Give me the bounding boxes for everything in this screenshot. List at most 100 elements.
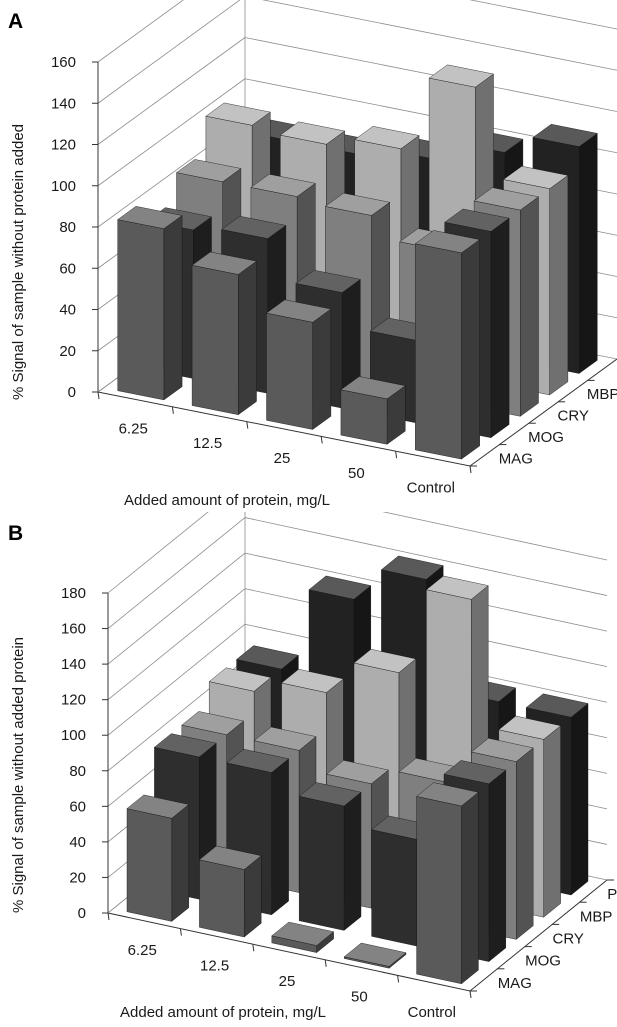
bar-top bbox=[236, 645, 299, 670]
bar-top bbox=[181, 711, 245, 736]
gridline bbox=[107, 552, 246, 665]
x-tick bbox=[469, 465, 472, 474]
y-tick-label: 120 bbox=[61, 692, 86, 709]
bar-top bbox=[153, 733, 217, 758]
bar-top bbox=[503, 165, 569, 189]
panel-label-a: A bbox=[8, 10, 23, 33]
y-tick-label: 80 bbox=[69, 763, 86, 780]
bar-top bbox=[532, 123, 598, 147]
gridline bbox=[469, 0, 617, 30]
bar-mag-6-25 bbox=[126, 794, 190, 922]
bar-top bbox=[208, 667, 272, 692]
gridline bbox=[107, 517, 246, 629]
y-tick-label: 100 bbox=[51, 178, 76, 195]
bar-side bbox=[163, 215, 183, 401]
x-tick bbox=[320, 436, 323, 444]
gridline bbox=[107, 623, 246, 736]
gridline bbox=[97, 0, 241, 104]
plot-area: 0 20 40 60 80 100 120 140 160 6.25 12.5 25 50 Control… bbox=[51, 0, 617, 497]
chart-a: 0 20 40 60 80 100 120 140 160 6.25 12.5 25 50 Control… bbox=[8, 0, 617, 509]
bar-side bbox=[488, 769, 506, 963]
bar-front bbox=[117, 219, 165, 401]
x-tick-label: 25 bbox=[279, 973, 296, 990]
bar-top bbox=[525, 693, 589, 718]
bar-side bbox=[461, 239, 480, 460]
bar-top bbox=[343, 942, 407, 967]
bar-mag-6-25 bbox=[117, 206, 183, 401]
bar-side bbox=[244, 855, 262, 938]
bar-front bbox=[266, 312, 313, 430]
bar-mag-12-5 bbox=[198, 845, 262, 938]
chart-b: 0 20 40 60 80 100 120 140 160 180 6.25 12.5 25 50 Cont… bbox=[8, 512, 617, 1021]
bar-top bbox=[198, 845, 262, 870]
y-tick-label: 60 bbox=[59, 260, 76, 277]
bar-top bbox=[281, 668, 344, 693]
bar-top bbox=[425, 575, 489, 600]
bar-mag-50 bbox=[340, 376, 406, 445]
bar-top bbox=[308, 575, 372, 600]
y-tick-label: 160 bbox=[61, 621, 86, 638]
bar-side bbox=[570, 703, 589, 896]
x-tick-label: 12.5 bbox=[193, 435, 222, 452]
bar-side bbox=[461, 791, 479, 985]
x-tick-label: 6.25 bbox=[128, 942, 157, 959]
bar-front bbox=[415, 243, 462, 460]
bar-top bbox=[428, 64, 494, 88]
bar-top bbox=[354, 126, 420, 150]
y-tick-label: 140 bbox=[51, 95, 76, 112]
y-tick-label: 60 bbox=[69, 798, 86, 815]
gridline bbox=[244, 37, 617, 112]
bar-top bbox=[353, 648, 417, 673]
y-tick-label: 20 bbox=[69, 869, 86, 886]
panel-label-b: B bbox=[8, 522, 23, 545]
gridline bbox=[97, 37, 246, 145]
bar-front bbox=[416, 796, 462, 985]
x-tick bbox=[324, 959, 327, 967]
series-label: MAG bbox=[499, 450, 533, 467]
y-tick-label: 80 bbox=[59, 219, 76, 236]
bar-top bbox=[176, 159, 242, 183]
bar-side bbox=[312, 308, 332, 430]
bar-front bbox=[340, 389, 388, 445]
y-tick-label: 0 bbox=[78, 905, 86, 922]
bar-front bbox=[191, 265, 239, 415]
bar-mag-control bbox=[416, 782, 479, 985]
gridline bbox=[97, 0, 184, 63]
x-tick bbox=[97, 391, 100, 400]
bar-side bbox=[516, 747, 534, 940]
x-tick-label: Control bbox=[408, 1004, 456, 1021]
bar-mag-50 bbox=[343, 942, 407, 969]
bar-mag-25 bbox=[266, 299, 332, 430]
gridline bbox=[382, 512, 608, 561]
bar-side bbox=[490, 217, 510, 439]
bar-top bbox=[298, 782, 362, 807]
gridline bbox=[107, 588, 246, 700]
bar-front bbox=[199, 859, 245, 938]
series-label: PLP bbox=[607, 886, 617, 903]
bar-side bbox=[171, 804, 190, 922]
bar-mag-control bbox=[414, 230, 481, 460]
y-tick-label: 140 bbox=[61, 656, 86, 673]
x-axis-label-a: Added amount of protein, mg/L bbox=[124, 492, 330, 509]
bar-top bbox=[191, 251, 257, 275]
bar-side bbox=[343, 791, 362, 931]
bar-top bbox=[340, 376, 406, 400]
bar-top bbox=[380, 555, 444, 580]
bar-top bbox=[266, 299, 332, 323]
y-axis-label-a: % Signal of sample without protein added bbox=[10, 124, 27, 400]
series-label: MOG bbox=[525, 953, 561, 970]
bar-front bbox=[126, 808, 173, 922]
series-label: MAG bbox=[498, 975, 532, 992]
bar-top bbox=[326, 760, 389, 785]
bar-top bbox=[473, 187, 539, 211]
bar-top bbox=[416, 782, 479, 807]
bar-front bbox=[299, 796, 345, 931]
series-label: CRY bbox=[558, 408, 589, 425]
bar-top bbox=[443, 760, 507, 785]
bar-top bbox=[271, 921, 335, 946]
bar-top bbox=[295, 269, 361, 293]
gridline bbox=[244, 517, 608, 596]
series-label: CRY bbox=[553, 931, 584, 948]
gridline bbox=[107, 512, 209, 594]
bar-side bbox=[520, 196, 539, 417]
